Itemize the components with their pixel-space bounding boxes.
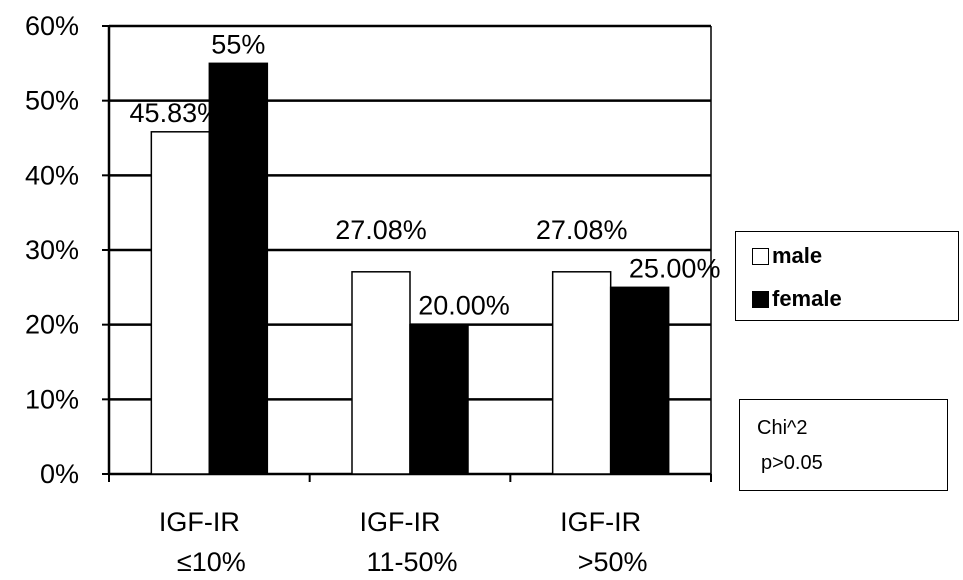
data-label-male-1: 27.08%: [335, 215, 427, 245]
x-category-label-line2: 11-50%: [366, 547, 457, 577]
x-category-label-line1: IGF-IR: [360, 507, 441, 537]
data-label-male-0: 45.83%: [130, 98, 222, 128]
bar-male-0: [150, 131, 211, 475]
stat-p-value: p>0.05: [761, 452, 823, 474]
legend-swatch-female: [752, 290, 769, 308]
y-tick-label: 50%: [25, 86, 79, 116]
y-tick-label: 30%: [25, 235, 79, 265]
y-tick-label: 20%: [25, 310, 79, 340]
legend: male female: [735, 231, 959, 321]
y-tick-label: 0%: [40, 459, 79, 489]
bar-female-0: [208, 62, 269, 475]
data-label-female-2: 25.00%: [629, 253, 721, 283]
data-label-female-1: 20.00%: [418, 291, 510, 321]
legend-label-male: male: [772, 243, 823, 268]
legend-item-male: male: [752, 243, 822, 269]
stat-test-name: Chi^2: [757, 417, 808, 439]
x-category-label-line1: IGF-IR: [159, 507, 240, 537]
legend-swatch-male: [752, 247, 769, 265]
x-category-label-line1: IGF-IR: [560, 507, 641, 537]
x-category-label-line2: >50%: [578, 547, 648, 577]
legend-label-female: female: [772, 286, 842, 311]
data-label-female-0: 55%: [211, 29, 265, 59]
bar-female-2: [609, 286, 670, 475]
y-tick-label: 40%: [25, 160, 79, 190]
x-category-label-line2: ≤10%: [177, 547, 246, 577]
bar-male-2: [551, 271, 612, 475]
legend-item-female: female: [752, 286, 842, 312]
statistics-box: Chi^2 p>0.05: [739, 399, 948, 491]
bar-male-1: [351, 271, 411, 475]
bar-female-1: [409, 323, 469, 475]
y-tick-label: 10%: [25, 384, 79, 414]
data-label-male-2: 27.08%: [536, 215, 628, 245]
y-tick-label: 60%: [25, 11, 79, 41]
